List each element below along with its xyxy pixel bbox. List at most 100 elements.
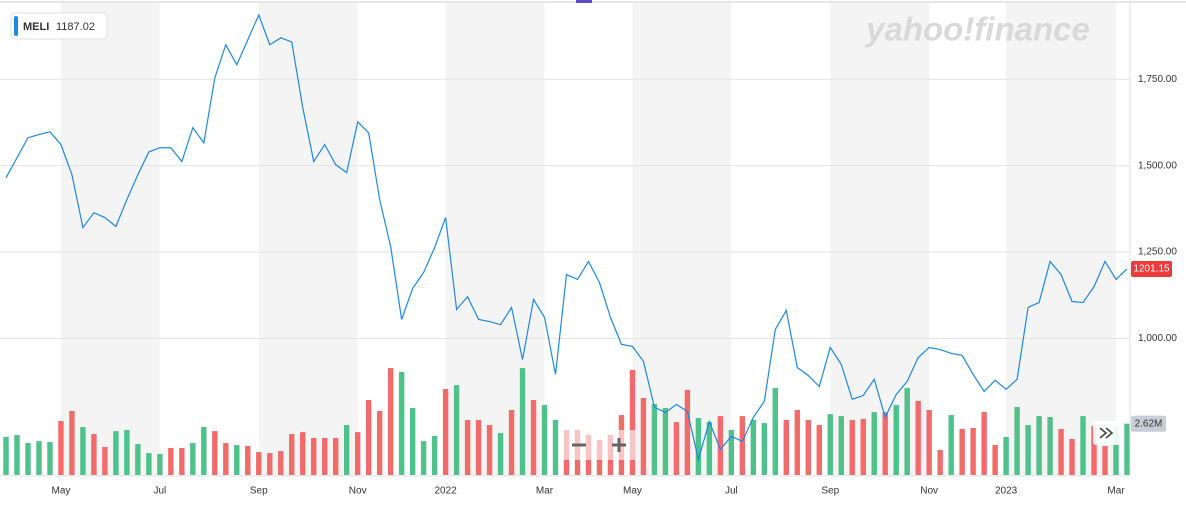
volume-bar	[245, 446, 251, 475]
volume-bar	[893, 405, 899, 475]
volume-bar	[102, 446, 108, 475]
volume-bar	[717, 416, 724, 475]
volume-bar	[519, 368, 526, 475]
month-band	[830, 3, 930, 476]
volume-bar	[387, 368, 394, 475]
volume-bar	[772, 388, 779, 475]
month-band	[445, 3, 545, 476]
volume-bar	[278, 451, 284, 475]
x-tick-label: Nov	[349, 486, 367, 497]
volume-bar	[992, 445, 998, 475]
volume-bar	[981, 412, 987, 475]
volume-label: 2.62M	[1135, 418, 1163, 429]
volume-bar	[1080, 416, 1086, 475]
volume-bar	[739, 416, 746, 475]
grid	[0, 78, 1130, 339]
volume-bar	[1113, 426, 1119, 475]
volume-bar	[662, 408, 669, 475]
price-line	[5, 13, 1128, 462]
x-tick-label: May	[623, 486, 642, 497]
month-band	[60, 3, 160, 476]
volume-bar	[926, 409, 932, 475]
volume-bar	[1036, 416, 1042, 475]
volume-bar	[849, 419, 855, 475]
volume-bar	[267, 453, 273, 475]
volume-bar	[684, 390, 691, 475]
volume-bar	[1014, 407, 1020, 475]
last-price-label: 1201.15	[1133, 264, 1170, 275]
volume-bar	[728, 429, 735, 475]
volume-bar	[640, 398, 647, 475]
volume-bar	[948, 415, 954, 475]
volume-bar	[201, 427, 207, 475]
volume-bar	[212, 431, 218, 475]
volume-bar	[706, 422, 713, 475]
volume-bar	[343, 425, 350, 475]
volume-bar	[124, 429, 130, 475]
volume-bar	[541, 405, 548, 475]
legend: MELI 1187.02	[10, 12, 108, 40]
month-band	[1006, 3, 1117, 476]
volume-bar	[937, 449, 943, 475]
month-bands	[60, 3, 1117, 476]
volume-bar	[1003, 437, 1009, 475]
volume-bar	[420, 441, 427, 475]
volume-bar	[508, 409, 515, 475]
volume-bar	[629, 370, 636, 475]
volume-bar	[783, 419, 790, 475]
volume-bar	[871, 412, 877, 475]
volume-bar	[1025, 425, 1031, 475]
volume-bar	[365, 399, 372, 475]
volume-bar	[904, 388, 910, 475]
volume-bar	[69, 410, 75, 475]
volume-bar	[36, 441, 42, 475]
volume-bar	[486, 425, 493, 475]
volume-bar	[1124, 423, 1130, 475]
legend-swatch	[14, 16, 18, 36]
scroll-icon	[1099, 427, 1114, 439]
volume-bar	[475, 419, 482, 475]
volume-bar	[300, 432, 306, 475]
month-band	[258, 3, 358, 476]
price-line	[5, 13, 1128, 462]
volume-bar	[376, 410, 383, 475]
volume-bar	[431, 436, 438, 475]
volume-bar	[289, 434, 295, 475]
x-tick-label: May	[51, 486, 70, 497]
x-tick-label: Sep	[821, 486, 839, 497]
volume-bar	[91, 434, 97, 475]
y-tick-label: 1,000.00	[1138, 333, 1177, 344]
volume-bar	[157, 454, 163, 475]
scroll-button[interactable]	[1093, 421, 1121, 445]
volume-bar	[234, 445, 240, 475]
volume-bar	[794, 409, 800, 475]
y-tick-label: 1,250.00	[1138, 247, 1177, 258]
volume-bar	[354, 432, 361, 475]
volume-bar	[651, 404, 658, 475]
volume-bar	[14, 435, 20, 475]
x-tick-label: Mar	[1107, 486, 1125, 497]
watermark: yahoo!finance	[864, 11, 1090, 48]
volume-bar	[442, 389, 449, 475]
x-tick-label: 2023	[995, 486, 1018, 497]
volume-bar	[179, 447, 185, 475]
top-marker	[576, 0, 592, 3]
zoom-controls[interactable]	[563, 430, 635, 460]
volume-bar	[135, 444, 141, 475]
volume-bar	[113, 431, 119, 475]
volume-bar	[223, 443, 229, 475]
volume-bar	[80, 427, 86, 475]
volume-bar	[750, 419, 757, 475]
volume-bar	[190, 443, 196, 475]
volume-bar	[333, 437, 339, 475]
x-tick-label: 2022	[434, 486, 457, 497]
y-tick-label: 1,750.00	[1138, 74, 1177, 85]
volume-bar	[1102, 446, 1108, 475]
volume-bar	[47, 442, 53, 475]
volume-bar	[530, 399, 537, 475]
x-tick-label: Jul	[725, 486, 738, 497]
volume-bar	[827, 414, 833, 475]
volume-bar	[322, 437, 328, 475]
